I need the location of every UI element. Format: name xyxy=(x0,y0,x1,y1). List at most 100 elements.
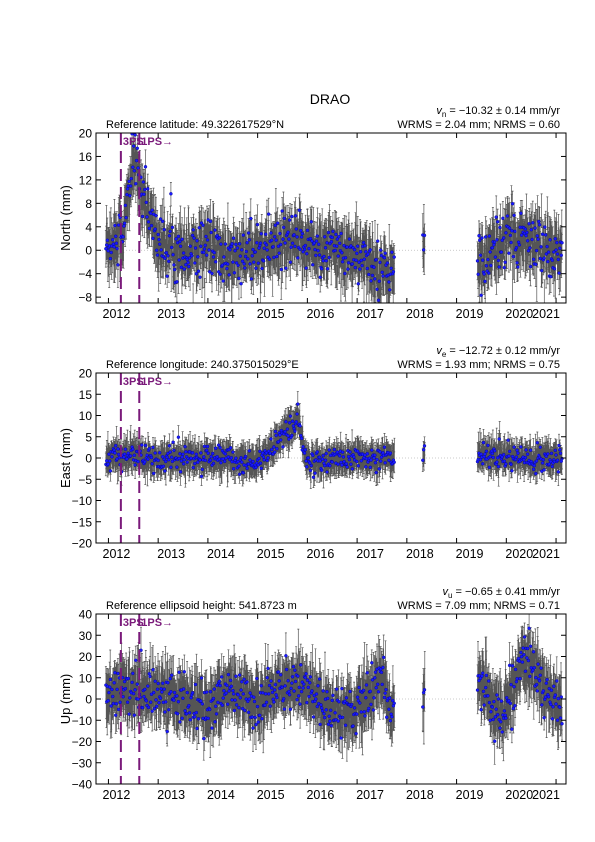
data-point xyxy=(169,245,174,250)
data-point xyxy=(274,238,278,242)
data-point xyxy=(300,231,304,236)
data-point xyxy=(323,235,327,239)
data-point xyxy=(531,650,536,654)
data-point xyxy=(109,704,113,708)
data-point xyxy=(320,267,324,271)
data-point xyxy=(336,462,340,466)
data-point xyxy=(218,683,222,688)
data-point xyxy=(370,661,374,665)
data-point xyxy=(175,712,180,716)
data-point xyxy=(504,462,508,466)
data-point xyxy=(220,703,225,707)
data-point xyxy=(169,673,174,677)
data-point xyxy=(232,708,237,713)
data-point xyxy=(229,244,234,249)
data-point xyxy=(215,233,219,238)
data-point xyxy=(303,675,307,680)
data-point xyxy=(172,448,176,453)
data-point xyxy=(364,249,368,254)
data-point xyxy=(287,437,291,441)
data-point xyxy=(519,233,524,237)
y-tick-label: 40 xyxy=(79,608,93,622)
data-point xyxy=(210,451,215,456)
data-point xyxy=(336,254,340,258)
data-point xyxy=(168,229,172,234)
data-point xyxy=(534,682,539,687)
data-point xyxy=(478,253,483,258)
data-point xyxy=(306,685,310,690)
data-point xyxy=(324,451,328,456)
data-point xyxy=(240,706,245,711)
data-point xyxy=(174,237,178,241)
data-point xyxy=(154,704,159,709)
data-point xyxy=(181,462,186,466)
data-point xyxy=(307,694,311,699)
data-point xyxy=(349,244,353,248)
data-point xyxy=(151,690,156,695)
data-point xyxy=(494,215,498,219)
data-point xyxy=(323,458,328,462)
data-point xyxy=(542,256,546,260)
data-point xyxy=(496,713,500,717)
data-point xyxy=(116,671,120,676)
data-point xyxy=(497,437,501,441)
data-point xyxy=(296,674,300,678)
data-point xyxy=(110,694,115,699)
data-point xyxy=(252,260,256,264)
data-point xyxy=(525,656,529,660)
data-point xyxy=(385,715,389,719)
data-point xyxy=(374,257,378,262)
data-point xyxy=(370,678,375,682)
data-point xyxy=(331,693,335,698)
data-point xyxy=(255,240,259,245)
data-point xyxy=(302,451,307,455)
data-point xyxy=(371,708,375,712)
data-point xyxy=(329,724,334,728)
data-point xyxy=(196,269,201,273)
data-point xyxy=(483,452,487,456)
data-point xyxy=(310,239,314,243)
data-point xyxy=(299,433,303,438)
data-point xyxy=(335,687,339,691)
data-point xyxy=(541,458,545,462)
data-point xyxy=(113,223,117,228)
data-point xyxy=(512,445,516,449)
data-point xyxy=(305,678,310,682)
data-point xyxy=(249,277,254,281)
data-point xyxy=(196,717,201,721)
data-point xyxy=(195,726,199,731)
data-point xyxy=(109,250,113,255)
data-point xyxy=(290,241,295,245)
x-tick-label: 2015 xyxy=(257,307,285,321)
data-point xyxy=(226,672,231,677)
data-point xyxy=(484,449,489,453)
data-point xyxy=(255,222,260,227)
data-point xyxy=(528,448,533,452)
data-point xyxy=(112,448,116,452)
data-point xyxy=(279,438,283,442)
data-point xyxy=(219,242,223,246)
data-point xyxy=(347,457,352,462)
data-point xyxy=(165,729,169,734)
data-point xyxy=(251,459,255,464)
error-bars xyxy=(104,391,563,489)
data-point xyxy=(557,443,561,448)
data-point xyxy=(500,730,504,734)
data-point xyxy=(239,456,243,460)
data-point xyxy=(477,233,481,238)
data-point xyxy=(136,697,140,701)
data-point xyxy=(319,703,323,707)
data-point xyxy=(340,450,345,454)
data-point xyxy=(255,704,260,709)
data-point xyxy=(220,263,225,267)
data-point xyxy=(311,475,316,479)
data-point xyxy=(278,433,282,437)
data-point xyxy=(168,450,172,454)
data-point xyxy=(324,259,328,263)
data-point xyxy=(270,447,274,452)
data-point xyxy=(264,232,268,236)
x-tick-label: 2014 xyxy=(207,307,235,321)
data-point xyxy=(146,220,151,224)
data-point xyxy=(481,462,485,466)
data-point xyxy=(390,715,394,719)
